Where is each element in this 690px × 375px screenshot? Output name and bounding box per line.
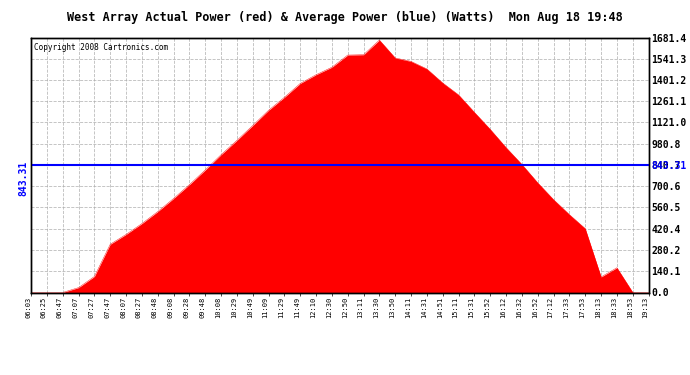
- Text: Copyright 2008 Cartronics.com: Copyright 2008 Cartronics.com: [34, 43, 168, 52]
- Text: West Array Actual Power (red) & Average Power (blue) (Watts)  Mon Aug 18 19:48: West Array Actual Power (red) & Average …: [67, 11, 623, 24]
